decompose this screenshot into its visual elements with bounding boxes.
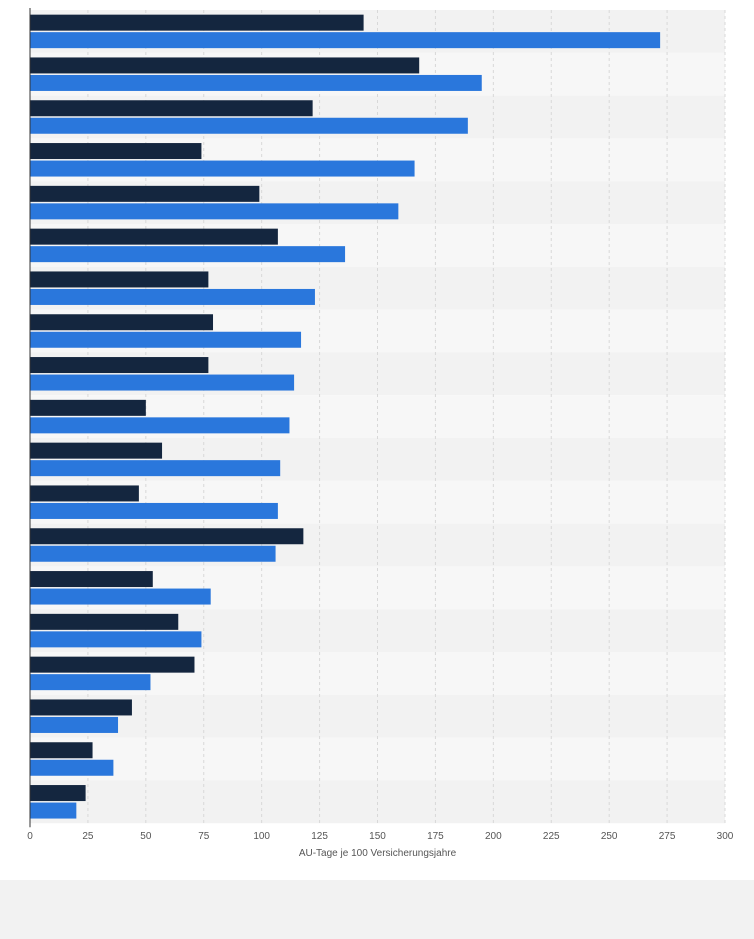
- x-tick-label: 250: [601, 831, 618, 842]
- bar: [30, 399, 146, 416]
- bar: [30, 374, 295, 391]
- bar: [30, 74, 482, 91]
- x-tick-label: 175: [427, 831, 444, 842]
- x-tick-label: 225: [543, 831, 560, 842]
- bar: [30, 442, 163, 459]
- bar: [30, 631, 202, 648]
- bar: [30, 117, 468, 134]
- bar: [30, 528, 304, 545]
- bar: [30, 699, 132, 716]
- x-tick-label: 200: [485, 831, 502, 842]
- bar: [30, 228, 278, 245]
- bar: [30, 331, 302, 348]
- bar: [30, 485, 139, 502]
- bar: [30, 674, 151, 691]
- x-tick-label: 150: [369, 831, 386, 842]
- bar: [30, 588, 211, 605]
- bar: [30, 759, 114, 776]
- bar: [30, 545, 276, 562]
- bar: [30, 57, 420, 74]
- bar: [30, 14, 364, 31]
- bar: [30, 143, 202, 160]
- bar: [30, 613, 179, 630]
- bar: [30, 417, 290, 434]
- x-tick-labels: 0 25 50 75 100 125 150 175 200 225 250 275 300: [27, 831, 734, 842]
- bar-chart: 0 25 50 75 100 125 150 175 200 225 250 275 300 AU-Ta…: [27, 8, 734, 859]
- bar: [30, 357, 209, 374]
- bar: [30, 716, 119, 733]
- bars: [30, 14, 661, 819]
- bar: [30, 185, 260, 202]
- x-axis-title: AU-Tage je 100 Versicherungsjahre: [299, 848, 457, 859]
- bar: [30, 288, 315, 305]
- x-tick-label: 0: [27, 831, 33, 842]
- bar: [30, 460, 281, 477]
- bar: [30, 32, 661, 49]
- bar: [30, 100, 313, 117]
- bar: [30, 742, 93, 759]
- bar: [30, 785, 86, 802]
- bar: [30, 203, 399, 220]
- bar: [30, 271, 209, 288]
- x-tick-label: 50: [140, 831, 152, 842]
- x-tick-label: 75: [198, 831, 210, 842]
- bar: [30, 246, 346, 263]
- bar: [30, 314, 214, 331]
- x-tick-label: 300: [717, 831, 734, 842]
- chart-area: 0 25 50 75 100 125 150 175 200 225 250 275 300 AU-Ta…: [0, 0, 754, 880]
- bar: [30, 802, 77, 819]
- bar: [30, 571, 153, 588]
- x-tick-label: 125: [311, 831, 328, 842]
- x-tick-label: 100: [253, 831, 270, 842]
- x-tick-label: 25: [82, 831, 94, 842]
- x-tick-label: 275: [659, 831, 676, 842]
- bar: [30, 502, 278, 519]
- bar: [30, 656, 195, 673]
- bar: [30, 160, 415, 177]
